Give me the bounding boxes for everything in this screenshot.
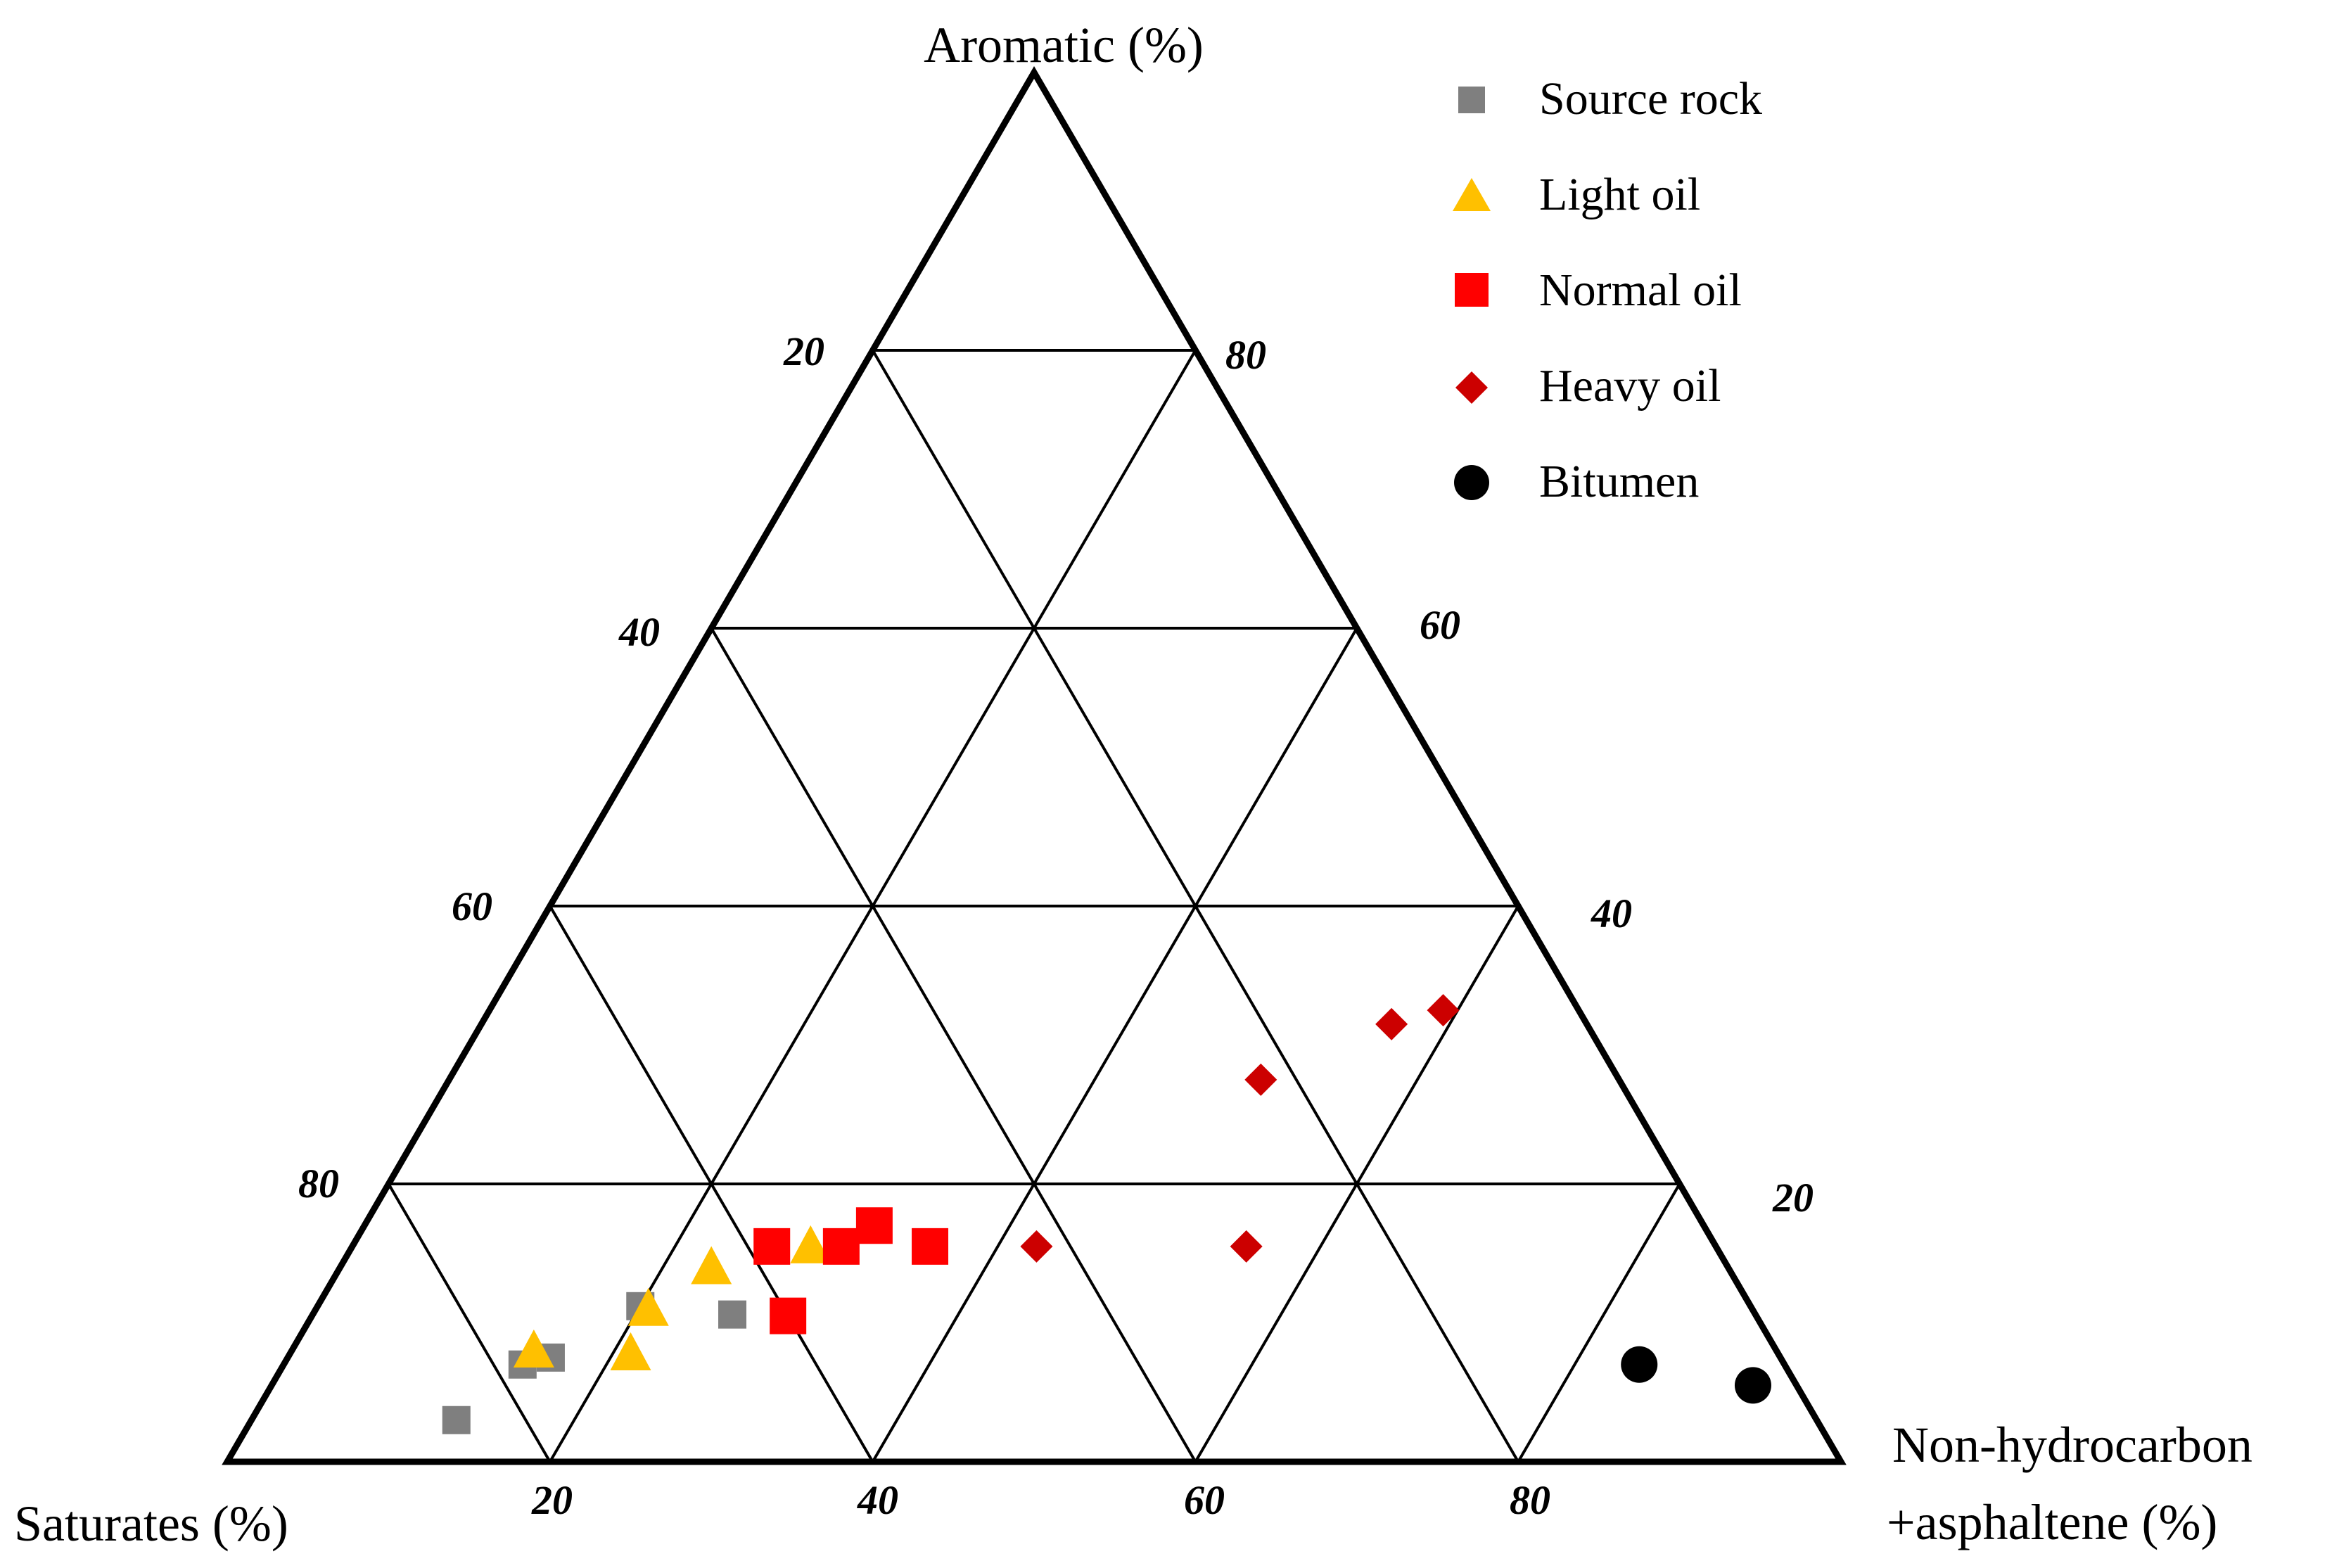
data-point-normal-oil [753,1228,791,1265]
legend-entry-bitumen: Bitumen [1454,456,1699,507]
right-axis-label-line2: +asphaltene (%) [1887,1494,2217,1550]
bottom-tick-label: 20 [531,1477,573,1523]
legend-diamond-marker [1455,371,1488,404]
grid-line-nonhydrocarbon [1517,1183,1681,1463]
data-point-heavy-oil [1230,1230,1263,1263]
left-axis-label: Saturates (%) [14,1496,288,1552]
data-point-heavy-oil [1244,1063,1277,1096]
left-tick-label: 40 [618,609,660,655]
data-point-normal-oil [822,1228,860,1265]
left-tick-label: 60 [452,884,492,929]
legend-circle-marker [1454,465,1489,500]
legend-label: Normal oil [1539,264,1742,316]
legend-entry-light-oil: Light oil [1453,169,1700,220]
legend-square-marker [1458,87,1485,113]
legend-label: Bitumen [1539,456,1699,507]
data-point-light-oil [790,1225,831,1263]
legend: Source rock Light oil Normal oil Heavy o… [1453,73,1762,507]
grid-line-saturates [710,627,1197,1463]
right-tick-label: 20 [1772,1175,1814,1220]
data-point-normal-oil [855,1207,893,1244]
tick-labels: 20 40 60 80 20 40 60 80 80 60 40 20 [298,329,1814,1523]
grid-line-saturates [871,349,1519,1463]
data-points [442,994,1771,1434]
right-tick-label: 80 [1225,332,1266,378]
right-tick-label: 40 [1591,891,1632,936]
data-point-source-rock [442,1406,471,1434]
data-point-normal-oil [770,1297,807,1334]
left-tick-label: 80 [298,1161,339,1206]
grid-lines [387,349,1681,1463]
data-point-light-oil [691,1246,732,1285]
triangle-frame [222,66,1847,1465]
data-point-source-rock [718,1300,747,1329]
data-point-light-oil [610,1332,651,1370]
data-point-bitumen [1734,1367,1771,1404]
data-point-bitumen [1621,1346,1658,1383]
grid-line-nonhydrocarbon [871,627,1358,1463]
bottom-tick-label: 60 [1184,1477,1225,1523]
bottom-tick-label: 40 [857,1477,898,1523]
legend-entry-normal-oil: Normal oil [1455,264,1742,316]
grid-line-saturates [387,1183,552,1463]
legend-entry-source-rock: Source rock [1458,73,1762,125]
legend-label: Light oil [1539,169,1700,220]
grid-line-saturates [549,905,874,1463]
bottom-tick-label: 80 [1510,1477,1550,1523]
data-point-heavy-oil [1020,1230,1053,1263]
legend-entry-heavy-oil: Heavy oil [1455,360,1721,412]
data-point-heavy-oil [1427,994,1460,1027]
legend-triangle-marker [1453,178,1491,211]
data-point-heavy-oil [1375,1007,1408,1040]
legend-label: Heavy oil [1539,360,1721,412]
right-tick-label: 60 [1420,602,1460,648]
legend-label: Source rock [1539,73,1762,125]
data-point-light-oil [513,1330,554,1368]
left-tick-label: 20 [783,329,824,374]
data-point-light-oil [627,1287,669,1326]
top-axis-label: Aromatic (%) [924,17,1204,73]
legend-square-marker [1455,273,1489,307]
data-point-normal-oil [912,1228,949,1265]
right-axis-label-line1: Non-hydrocarbon [1892,1417,2252,1473]
